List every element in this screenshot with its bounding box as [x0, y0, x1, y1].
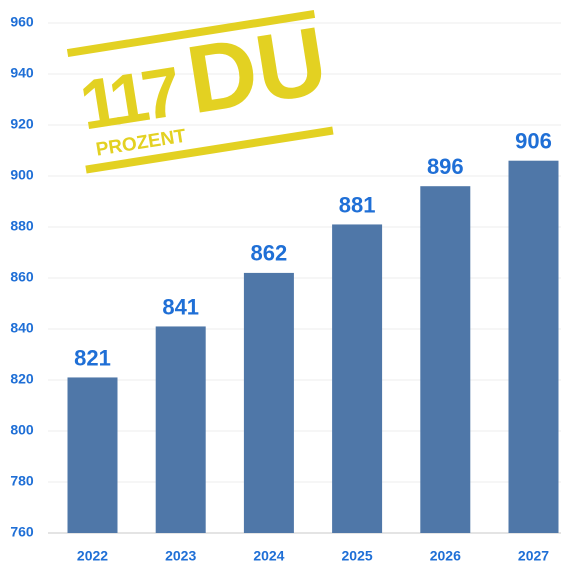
- y-tick-label: 940: [10, 65, 34, 81]
- logo: 117 DU PROZENT: [66, 7, 334, 174]
- y-tick-label: 820: [10, 371, 34, 387]
- bar: [420, 186, 471, 533]
- y-tick-label: 760: [10, 524, 34, 540]
- x-tick-label: 2023: [165, 548, 196, 563]
- bar: [155, 326, 206, 533]
- x-tick-label: 2026: [430, 548, 461, 563]
- bar: [67, 377, 118, 533]
- y-tick-label: 920: [10, 116, 34, 132]
- bar: [508, 160, 559, 533]
- logo-number: 117: [75, 52, 184, 144]
- y-tick-label: 840: [10, 320, 34, 336]
- x-tick-label: 2025: [342, 548, 373, 563]
- y-tick-label: 880: [10, 218, 34, 234]
- value-label: 906: [515, 129, 552, 154]
- y-tick-label: 800: [10, 422, 34, 438]
- value-label: 896: [427, 154, 464, 179]
- value-label: 841: [162, 294, 199, 319]
- x-tick-label: 2024: [253, 548, 284, 563]
- value-label: 821: [74, 345, 111, 370]
- value-label: 881: [339, 192, 376, 217]
- y-tick-label: 860: [10, 269, 34, 285]
- logo-border: [66, 9, 316, 58]
- y-tick-label: 960: [10, 14, 34, 30]
- x-tick-label: 2027: [518, 548, 549, 563]
- y-tick-label: 900: [10, 167, 34, 183]
- y-tick-label: 780: [10, 473, 34, 489]
- bar: [243, 272, 294, 533]
- x-tick-label: 2022: [77, 548, 108, 563]
- value-label: 862: [251, 241, 288, 266]
- bar: [332, 224, 383, 533]
- logo-border: [85, 126, 334, 174]
- logo-text: DU: [180, 7, 334, 134]
